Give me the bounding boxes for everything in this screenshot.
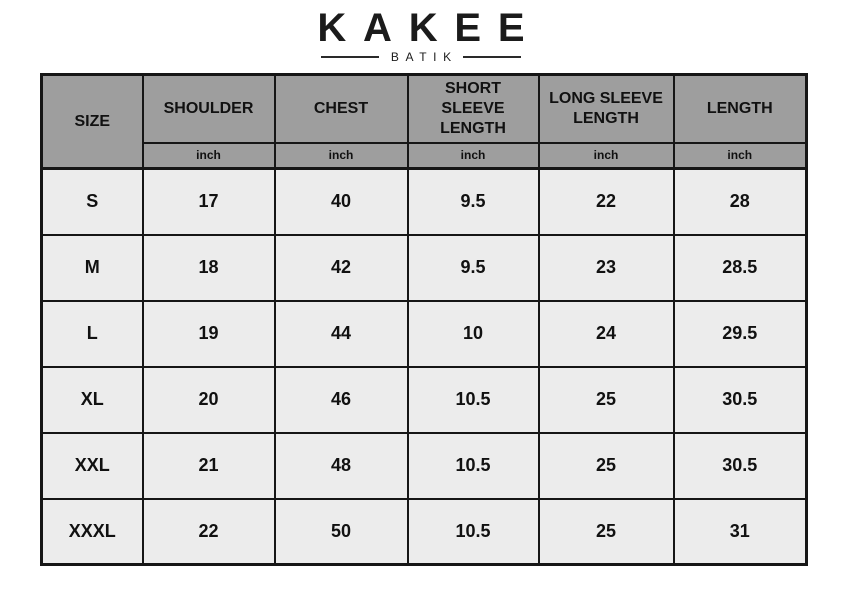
value-chest: 46 <box>273 365 409 434</box>
col-header-size: SIZE <box>40 73 144 170</box>
header-row: SIZE SHOULDER CHEST SHORT SLEEVE LENGTH … <box>40 73 808 170</box>
value-shoulder: 21 <box>141 431 276 500</box>
col-header-chest: CHEST <box>273 73 409 144</box>
value-length: 31 <box>672 497 808 566</box>
value-short-sleeve: 10 <box>406 299 540 368</box>
unit-cell-short-sleeve: inch <box>406 141 540 170</box>
value-short-sleeve: 10.5 <box>406 431 540 500</box>
value-long-sleeve: 24 <box>537 299 675 368</box>
value-long-sleeve: 25 <box>537 431 675 500</box>
table-row-xxl: XXL 21 48 10.5 25 30.5 <box>40 431 808 500</box>
unit-cell-long-sleeve: inch <box>537 141 675 170</box>
table-row-m: M 18 42 9.5 23 28.5 <box>40 233 808 302</box>
table-row-s: S 17 40 9.5 22 28 <box>40 167 808 236</box>
value-short-sleeve: 9.5 <box>406 167 540 236</box>
value-shoulder: 22 <box>141 497 276 566</box>
value-shoulder: 18 <box>141 233 276 302</box>
table-row-l: L 19 44 10 24 29.5 <box>40 299 808 368</box>
value-chest: 44 <box>273 299 409 368</box>
col-header-short-sleeve-length: SHORT SLEEVE LENGTH <box>406 73 540 144</box>
col-header-length: LENGTH <box>672 73 808 144</box>
col-header-long-sleeve-length: LONG SLEEVE LENGTH <box>537 73 675 144</box>
tagline-right-rule <box>463 56 522 58</box>
unit-cell-shoulder: inch <box>141 141 276 170</box>
table-row-xl: XL 20 46 10.5 25 30.5 <box>40 365 808 434</box>
size-chart-page: KAKEE BATIK SIZE SHOULDER CHEST SHORT SL… <box>0 0 842 566</box>
size-label: XL <box>40 365 144 434</box>
unit-cell-length: inch <box>672 141 808 170</box>
size-label: XXL <box>40 431 144 500</box>
size-label: L <box>40 299 144 368</box>
brand-name: KAKEE <box>317 6 542 50</box>
brand-logo: KAKEE BATIK <box>0 0 842 64</box>
size-label: XXXL <box>40 497 144 566</box>
size-chart-table: SIZE SHOULDER CHEST SHORT SLEEVE LENGTH … <box>40 73 808 566</box>
value-chest: 50 <box>273 497 409 566</box>
tagline-left-rule <box>320 56 379 58</box>
brand-tagline: BATIK <box>390 50 458 64</box>
value-shoulder: 20 <box>141 365 276 434</box>
value-shoulder: 19 <box>141 299 276 368</box>
size-label: S <box>40 167 144 236</box>
value-shoulder: 17 <box>141 167 276 236</box>
brand-tagline-row: BATIK <box>0 50 842 64</box>
value-length: 29.5 <box>672 299 808 368</box>
value-long-sleeve: 22 <box>537 167 675 236</box>
value-short-sleeve: 10.5 <box>406 365 540 434</box>
size-label: M <box>40 233 144 302</box>
value-length: 30.5 <box>672 431 808 500</box>
table-row-xxxl: XXXL 22 50 10.5 25 31 <box>40 497 808 566</box>
value-chest: 40 <box>273 167 409 236</box>
value-long-sleeve: 25 <box>537 365 675 434</box>
value-long-sleeve: 23 <box>537 233 675 302</box>
value-long-sleeve: 25 <box>537 497 675 566</box>
col-header-shoulder: SHOULDER <box>141 73 276 144</box>
value-length: 30.5 <box>672 365 808 434</box>
unit-row: inch inch inch inch inch <box>42 141 808 170</box>
value-short-sleeve: 9.5 <box>406 233 540 302</box>
value-length: 28.5 <box>672 233 808 302</box>
value-chest: 48 <box>273 431 409 500</box>
value-length: 28 <box>672 167 808 236</box>
unit-cell-chest: inch <box>273 141 409 170</box>
value-chest: 42 <box>273 233 409 302</box>
value-short-sleeve: 10.5 <box>406 497 540 566</box>
